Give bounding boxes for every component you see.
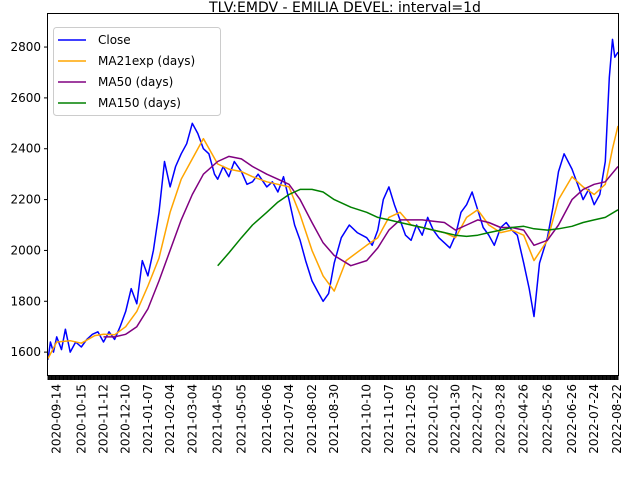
x-tick-label-9: 2021-06-06 bbox=[260, 384, 274, 454]
x-tick-label-2: 2020-11-12 bbox=[97, 384, 111, 454]
x-tick-label-5: 2021-02-04 bbox=[163, 384, 177, 454]
y-tick-label-4: 2400 bbox=[10, 142, 41, 156]
x-tick-label-20: 2022-04-26 bbox=[517, 384, 531, 454]
y-axis: 1600 1800 2000 2200 2400 2600 2800 bbox=[10, 40, 48, 359]
plot-area bbox=[47, 38, 619, 360]
x-tick-label-7: 2021-04-05 bbox=[211, 384, 225, 454]
legend-label-3: MA150 (days) bbox=[98, 96, 181, 110]
y-tick-label-0: 1600 bbox=[10, 345, 41, 359]
x-tick-label-12: 2021-08-30 bbox=[327, 384, 341, 454]
x-tick-label-14: 2021-11-07 bbox=[382, 384, 396, 454]
legend-label-2: MA50 (days) bbox=[98, 75, 173, 89]
x-tick-label-17: 2022-01-30 bbox=[449, 384, 463, 454]
x-axis: 2020-09-14 2020-10-15 2020-11-12 2020-12-10… bbox=[47, 375, 624, 454]
series-line-2 bbox=[103, 155, 619, 338]
x-tick-label-6: 2021-03-04 bbox=[185, 384, 199, 454]
x-tick-label-18: 2022-02-27 bbox=[471, 384, 485, 454]
x-tick-label-23: 2022-07-24 bbox=[587, 384, 601, 454]
chart-title: TLV:EMDV - EMILIA DEVEL: interval=1d bbox=[208, 0, 481, 16]
x-tick-label-16: 2022-01-02 bbox=[426, 384, 440, 454]
legend: Close MA21exp (days) MA50 (days) MA150 (day… bbox=[53, 27, 221, 116]
x-tick-label-24: 2022-08-22 bbox=[610, 384, 624, 454]
x-tick-label-11: 2021-08-02 bbox=[305, 384, 319, 454]
y-tick-label-1: 1800 bbox=[10, 294, 41, 308]
y-tick-label-2: 2000 bbox=[10, 243, 41, 257]
x-tick-label-4: 2021-01-07 bbox=[141, 384, 155, 454]
x-tick-label-0: 2020-09-14 bbox=[50, 384, 64, 454]
legend-label-1: MA21exp (days) bbox=[98, 54, 195, 68]
y-tick-label-5: 2600 bbox=[10, 91, 41, 105]
x-tick-label-1: 2020-10-15 bbox=[74, 384, 88, 454]
series-line-0 bbox=[47, 38, 619, 360]
x-tick-label-22: 2022-06-26 bbox=[565, 384, 579, 454]
legend-box bbox=[53, 27, 221, 116]
legend-label-0: Close bbox=[98, 33, 131, 47]
series-line-1 bbox=[47, 125, 619, 359]
y-tick-label-3: 2200 bbox=[10, 193, 41, 207]
x-tick-label-15: 2021-12-05 bbox=[404, 384, 418, 454]
x-tick-label-8: 2021-05-05 bbox=[234, 384, 248, 454]
x-tick-label-3: 2020-12-10 bbox=[119, 384, 133, 454]
x-tick-label-19: 2022-03-28 bbox=[494, 384, 508, 454]
series-line-3 bbox=[217, 188, 619, 267]
x-tick-label-10: 2021-07-04 bbox=[282, 384, 296, 454]
x-tick-label-13: 2021-10-10 bbox=[360, 384, 374, 454]
y-tick-label-6: 2800 bbox=[10, 40, 41, 54]
x-tick-label-21: 2022-05-26 bbox=[540, 384, 554, 454]
